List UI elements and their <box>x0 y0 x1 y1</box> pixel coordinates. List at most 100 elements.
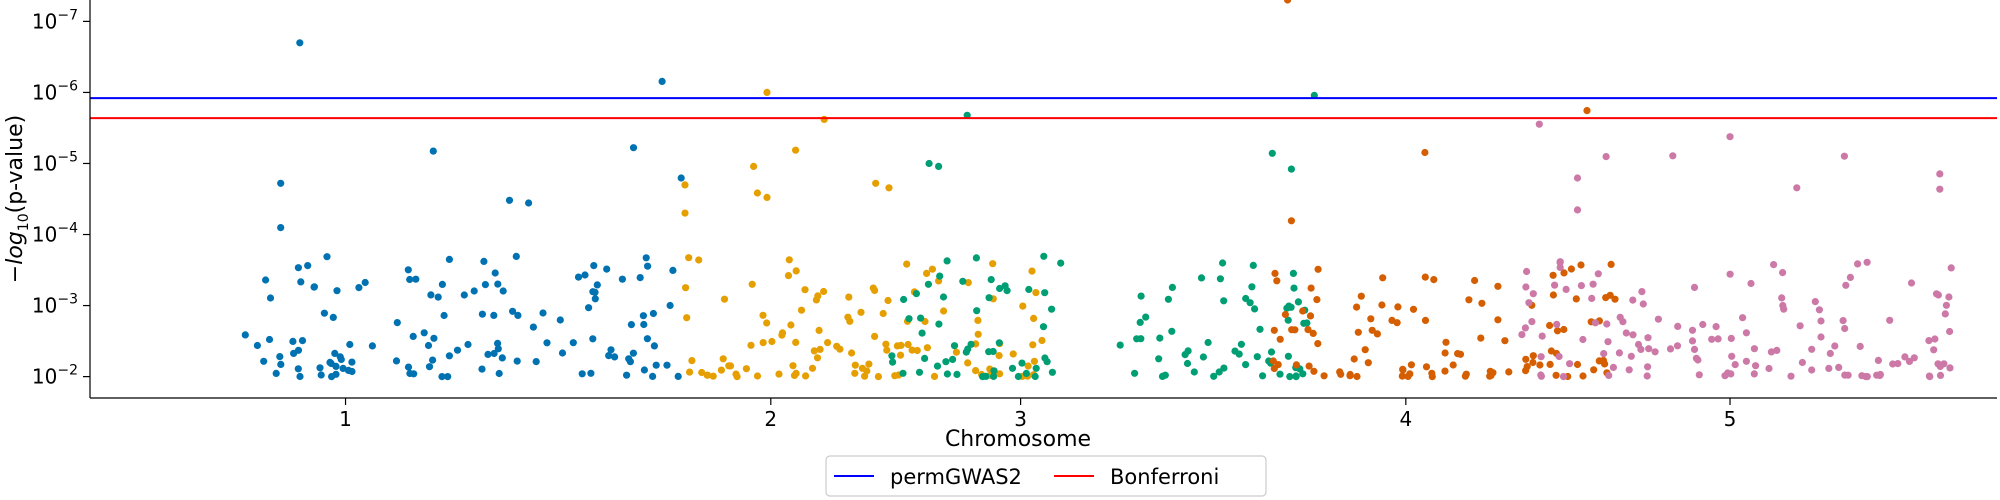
snp-point <box>1197 274 1206 282</box>
snp-point <box>1183 359 1192 368</box>
snp-point <box>871 332 879 340</box>
snp-point <box>1747 279 1755 288</box>
snp-point <box>1750 345 1758 353</box>
snp-point <box>505 196 514 204</box>
chromosome-3-points <box>888 91 1318 381</box>
snp-point <box>677 174 685 182</box>
snp-point <box>644 262 652 270</box>
snp-point <box>1577 261 1585 269</box>
snp-point <box>277 360 285 368</box>
snp-point <box>865 360 873 368</box>
snp-point <box>629 144 638 152</box>
snp-point <box>790 371 799 379</box>
snp-point <box>1399 366 1407 374</box>
y-tick-label: 10−7 <box>32 7 78 33</box>
snp-point <box>1767 348 1775 356</box>
snp-point <box>590 262 598 270</box>
snp-point <box>1210 372 1218 380</box>
snp-point <box>626 358 635 366</box>
snp-point <box>940 307 948 315</box>
snp-point <box>1727 334 1735 342</box>
snp-point <box>1350 355 1358 363</box>
snp-point <box>464 340 472 349</box>
snp-point <box>1528 318 1536 326</box>
snp-point <box>925 159 933 168</box>
snp-point <box>974 330 982 338</box>
snp-point <box>1267 348 1276 356</box>
snp-point <box>1552 371 1560 379</box>
snp-point <box>1304 326 1312 334</box>
snp-point <box>1750 370 1758 378</box>
snp-point <box>1406 370 1414 378</box>
snp-point <box>1028 267 1036 275</box>
snp-point <box>1589 280 1597 288</box>
snp-point <box>649 309 658 318</box>
snp-point <box>1248 283 1256 291</box>
snp-point <box>1477 334 1485 342</box>
snp-point <box>1549 271 1557 279</box>
snp-point <box>490 349 498 358</box>
snp-point <box>1379 274 1387 282</box>
snp-point <box>753 372 762 380</box>
snp-point <box>683 314 691 322</box>
snp-point <box>1615 349 1623 357</box>
snp-point <box>1674 322 1682 330</box>
snp-point <box>703 371 711 379</box>
snp-point <box>1858 372 1866 380</box>
snp-point <box>329 313 337 321</box>
snp-point <box>368 342 376 350</box>
snp-point <box>434 293 442 301</box>
snp-point <box>872 179 880 187</box>
snp-point <box>1936 170 1944 178</box>
snp-point <box>1901 353 1909 361</box>
snp-point <box>889 358 897 366</box>
snp-point <box>290 349 298 357</box>
snp-point <box>499 287 507 295</box>
snp-point <box>1742 357 1750 365</box>
snp-point <box>445 255 453 263</box>
snp-point <box>1936 371 1945 379</box>
snp-point <box>1378 301 1386 309</box>
snp-point <box>1394 303 1402 311</box>
snp-point <box>427 291 435 299</box>
snp-point <box>424 341 433 350</box>
snp-point <box>1441 367 1449 375</box>
snp-point <box>430 334 438 342</box>
snp-point <box>296 39 304 47</box>
snp-point <box>802 372 810 380</box>
snp-point <box>824 339 832 347</box>
snp-point <box>820 115 828 123</box>
snp-point <box>1268 149 1276 157</box>
snp-point <box>440 311 448 320</box>
snp-point <box>1522 283 1530 291</box>
snp-point <box>1793 184 1801 192</box>
snp-point <box>759 339 767 347</box>
snp-point <box>1572 295 1580 303</box>
snp-point <box>663 361 671 369</box>
snp-point <box>787 321 795 329</box>
snp-point <box>1040 252 1048 260</box>
snp-point <box>1442 338 1450 346</box>
snp-point <box>1292 372 1300 380</box>
snp-point <box>1364 359 1372 367</box>
snp-point <box>652 361 660 369</box>
snp-point <box>642 254 650 262</box>
snp-point <box>1299 307 1307 315</box>
snp-point <box>917 314 925 322</box>
snp-point <box>409 332 417 340</box>
snp-point <box>990 367 998 375</box>
snp-point <box>973 307 981 315</box>
snp-point <box>1815 306 1823 314</box>
snp-point <box>1553 320 1561 328</box>
snp-point <box>900 295 908 304</box>
snp-point <box>1817 333 1825 341</box>
snp-point <box>883 346 891 354</box>
snp-point <box>884 296 892 305</box>
snp-point <box>695 256 703 264</box>
snp-point <box>539 309 547 317</box>
snp-point <box>640 366 649 374</box>
snp-point <box>253 341 261 350</box>
snp-point <box>1562 285 1570 293</box>
snp-point <box>1566 360 1574 368</box>
snp-point <box>640 320 648 329</box>
